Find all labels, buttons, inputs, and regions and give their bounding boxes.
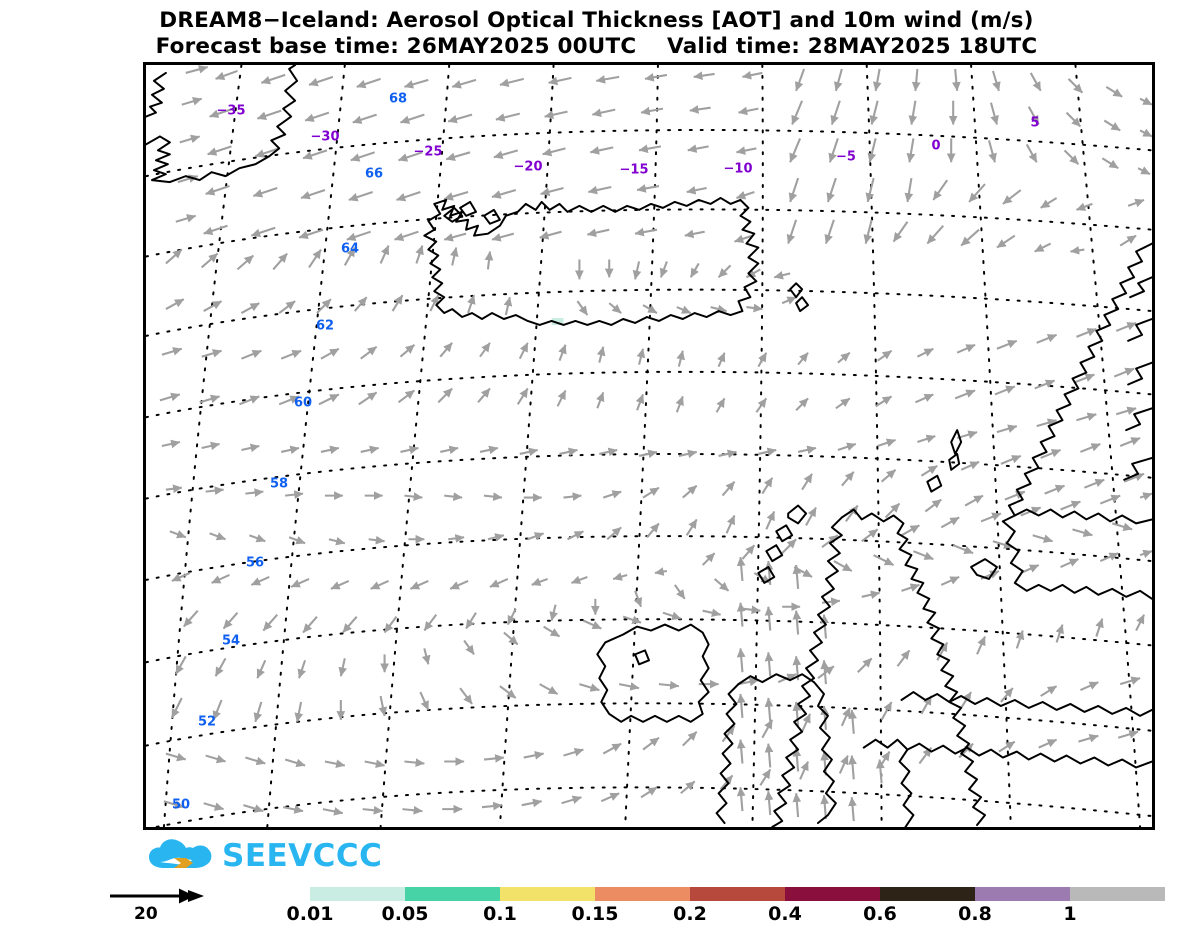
logo-text: SEEVCCC [222, 837, 383, 874]
colorbar-tick-1: 0.05 [381, 903, 429, 925]
colorbar-tick-0: 0.01 [286, 903, 334, 925]
chevron-icon [174, 858, 193, 868]
colorbar-tick-8: 1 [1063, 903, 1077, 925]
colorbar-tick-7: 0.8 [958, 903, 992, 925]
colorbar-tick-5: 0.4 [768, 903, 802, 925]
wind-scale-value: 20 [134, 904, 158, 924]
colorbar-tick-2: 0.1 [483, 903, 517, 925]
aot-colorbar-ticks: 0.01 0.05 0.1 0.15 0.2 0.4 0.6 0.8 1 [215, 903, 1165, 929]
colorbar-tick-4: 0.2 [673, 903, 707, 925]
wind-scale-arrow-icon [110, 888, 204, 904]
colorbar-segment-0 [215, 887, 310, 901]
colorbar-segment-1 [310, 887, 405, 901]
colorbar-segment-2 [405, 887, 500, 901]
colorbar-segment-3 [500, 887, 595, 901]
map-panel[interactable] [143, 62, 1155, 830]
colorbar-tick-6: 0.6 [863, 903, 897, 925]
chart-title-block: DREAM8−Iceland: Aerosol Optical Thicknes… [0, 8, 1193, 60]
wind-vector-field [159, 65, 1152, 822]
page-title: DREAM8−Iceland: Aerosol Optical Thicknes… [159, 8, 1034, 33]
cloud-icon [149, 839, 212, 868]
colorbar-segment-9 [1070, 887, 1165, 901]
seevccc-logo[interactable]: SEEVCCC [148, 836, 382, 876]
forecast-time-subtitle: Forecast base time: 26MAY2025 00UTC Vali… [155, 34, 1038, 59]
colorbar-segment-6 [785, 887, 880, 901]
aot-patch [551, 318, 564, 325]
wind-scale-legend: 20 [108, 888, 208, 924]
map-canvas [146, 65, 1152, 827]
colorbar-segment-5 [690, 887, 785, 901]
colorbar-segment-7 [880, 887, 975, 901]
graticule [146, 65, 1152, 827]
coastlines [146, 65, 1152, 827]
colorbar-segment-4 [595, 887, 690, 901]
aot-colorbar[interactable] [215, 887, 1165, 901]
colorbar-segment-8 [975, 887, 1070, 901]
colorbar-tick-3: 0.15 [571, 903, 619, 925]
